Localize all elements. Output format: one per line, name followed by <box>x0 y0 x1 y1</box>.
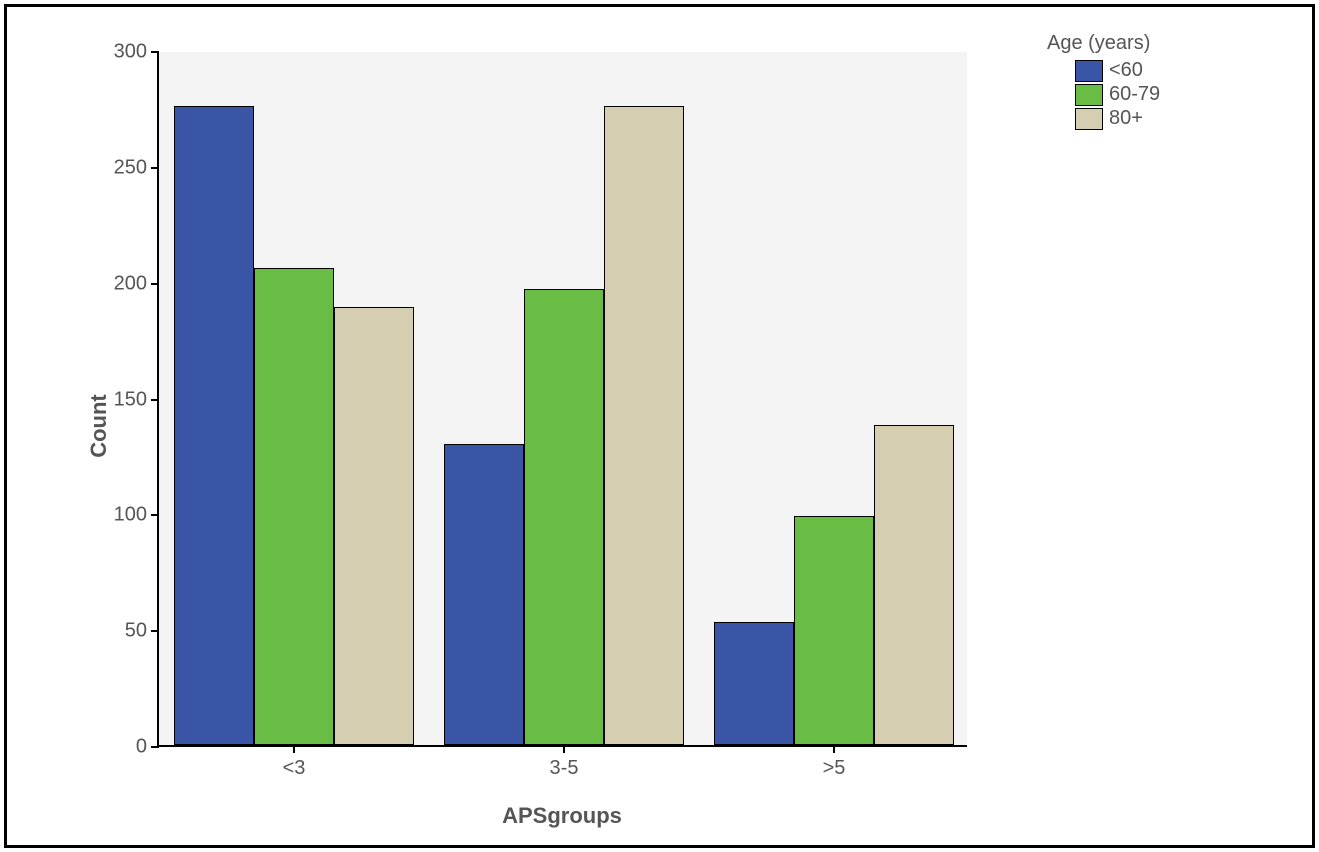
x-tick-label: >5 <box>823 757 846 780</box>
bar <box>444 444 524 745</box>
legend-label: 80+ <box>1109 107 1143 130</box>
y-axis-title: Count <box>86 394 112 458</box>
legend-item: 60-79 <box>1075 83 1160 106</box>
y-tick-label: 100 <box>114 504 147 527</box>
y-tick <box>151 399 159 401</box>
plot-area: 050100150200250300<33-5>5 <box>157 52 967 747</box>
y-tick <box>151 630 159 632</box>
y-tick <box>151 51 159 53</box>
y-tick-label: 200 <box>114 272 147 295</box>
y-tick-label: 300 <box>114 41 147 64</box>
legend-swatch <box>1075 108 1103 130</box>
bar <box>334 307 414 745</box>
bar <box>524 289 604 745</box>
bar <box>794 516 874 745</box>
bar <box>714 622 794 745</box>
legend-item: 80+ <box>1075 107 1160 130</box>
y-tick-label: 50 <box>125 620 147 643</box>
y-tick <box>151 746 159 748</box>
y-tick-label: 0 <box>136 736 147 759</box>
y-tick-label: 150 <box>114 388 147 411</box>
chart-frame: 050100150200250300<33-5>5 Count APSgroup… <box>4 4 1315 848</box>
y-tick-label: 250 <box>114 156 147 179</box>
y-tick <box>151 283 159 285</box>
bar <box>604 106 684 745</box>
legend: Age (years) <6060-7980+ <box>1047 32 1160 131</box>
y-tick <box>151 514 159 516</box>
legend-item: <60 <box>1075 59 1160 82</box>
x-tick <box>833 745 835 753</box>
legend-swatch <box>1075 60 1103 82</box>
legend-swatch <box>1075 84 1103 106</box>
x-axis-title: APSgroups <box>157 803 967 829</box>
y-tick <box>151 167 159 169</box>
legend-label: 60-79 <box>1109 83 1160 106</box>
bar <box>174 106 254 745</box>
x-tick-label: <3 <box>283 757 306 780</box>
bar <box>254 268 334 745</box>
x-tick-label: 3-5 <box>550 757 579 780</box>
x-tick <box>563 745 565 753</box>
legend-label: <60 <box>1109 59 1143 82</box>
bar <box>874 425 954 745</box>
legend-title: Age (years) <box>1047 32 1160 55</box>
x-tick <box>293 745 295 753</box>
